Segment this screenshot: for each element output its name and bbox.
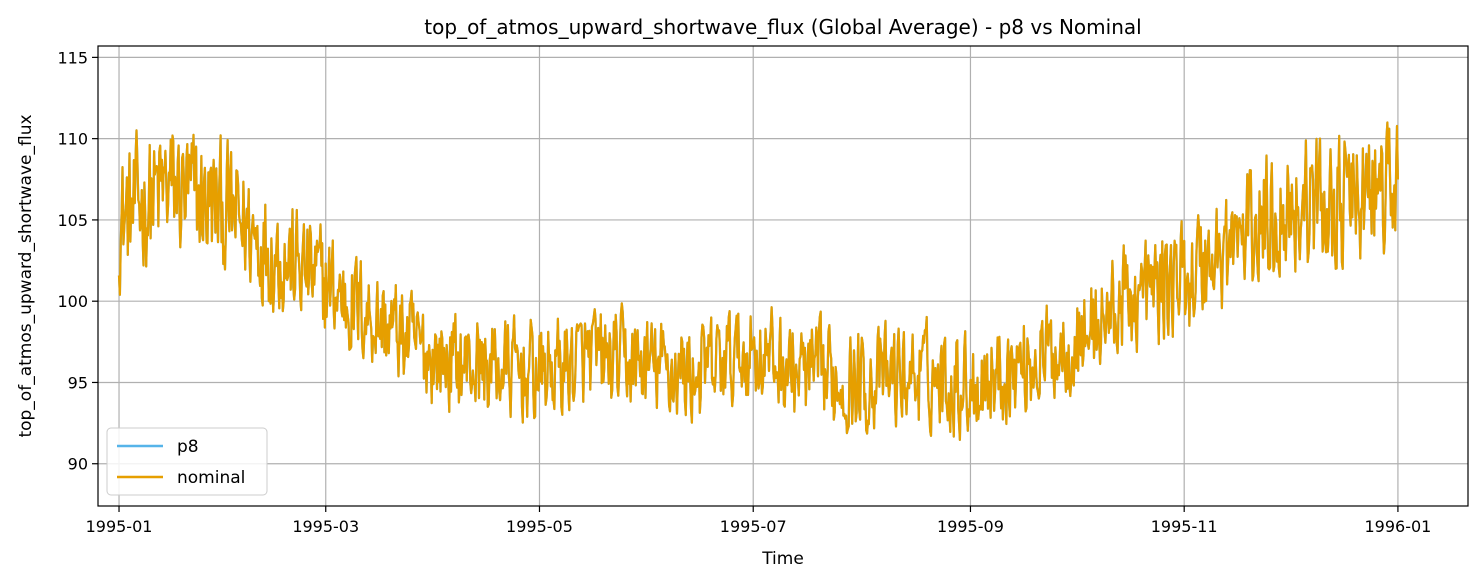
y-tick-label: 115 [57, 48, 88, 67]
y-axis: 90 95 100 105 110 115 [57, 48, 98, 474]
x-tick-label: 1995-07 [720, 517, 787, 536]
legend-label-nominal: nominal [177, 468, 245, 488]
series-layer [117, 121, 1399, 441]
x-axis: 1995-01 1995-03 1995-05 1995-07 1995-09 1995-… [86, 506, 1431, 536]
x-tick-label: 1996-01 [1364, 517, 1431, 536]
chart-title: top_of_atmos_upward_shortwave_flux (Glob… [424, 15, 1141, 39]
plot-frame [97, 45, 1469, 507]
series-line-nominal [117, 121, 1399, 441]
y-tick-label: 100 [57, 292, 88, 311]
x-tick-label: 1995-05 [506, 517, 573, 536]
y-tick-label: 105 [57, 211, 88, 230]
x-tick-label: 1995-01 [86, 517, 153, 536]
x-axis-label: Time [761, 549, 804, 569]
legend: p8 nominal [106, 427, 268, 496]
y-tick-label: 90 [68, 455, 88, 474]
y-tick-label: 95 [68, 373, 88, 392]
y-tick-label: 110 [57, 130, 88, 149]
legend-label-p8: p8 [177, 437, 199, 457]
x-tick-label: 1995-03 [292, 517, 359, 536]
y-axis-label: top_of_atmos_upward_shortwave_flux [16, 114, 36, 437]
x-tick-label: 1995-11 [1151, 517, 1218, 536]
x-tick-label: 1995-09 [937, 517, 1004, 536]
